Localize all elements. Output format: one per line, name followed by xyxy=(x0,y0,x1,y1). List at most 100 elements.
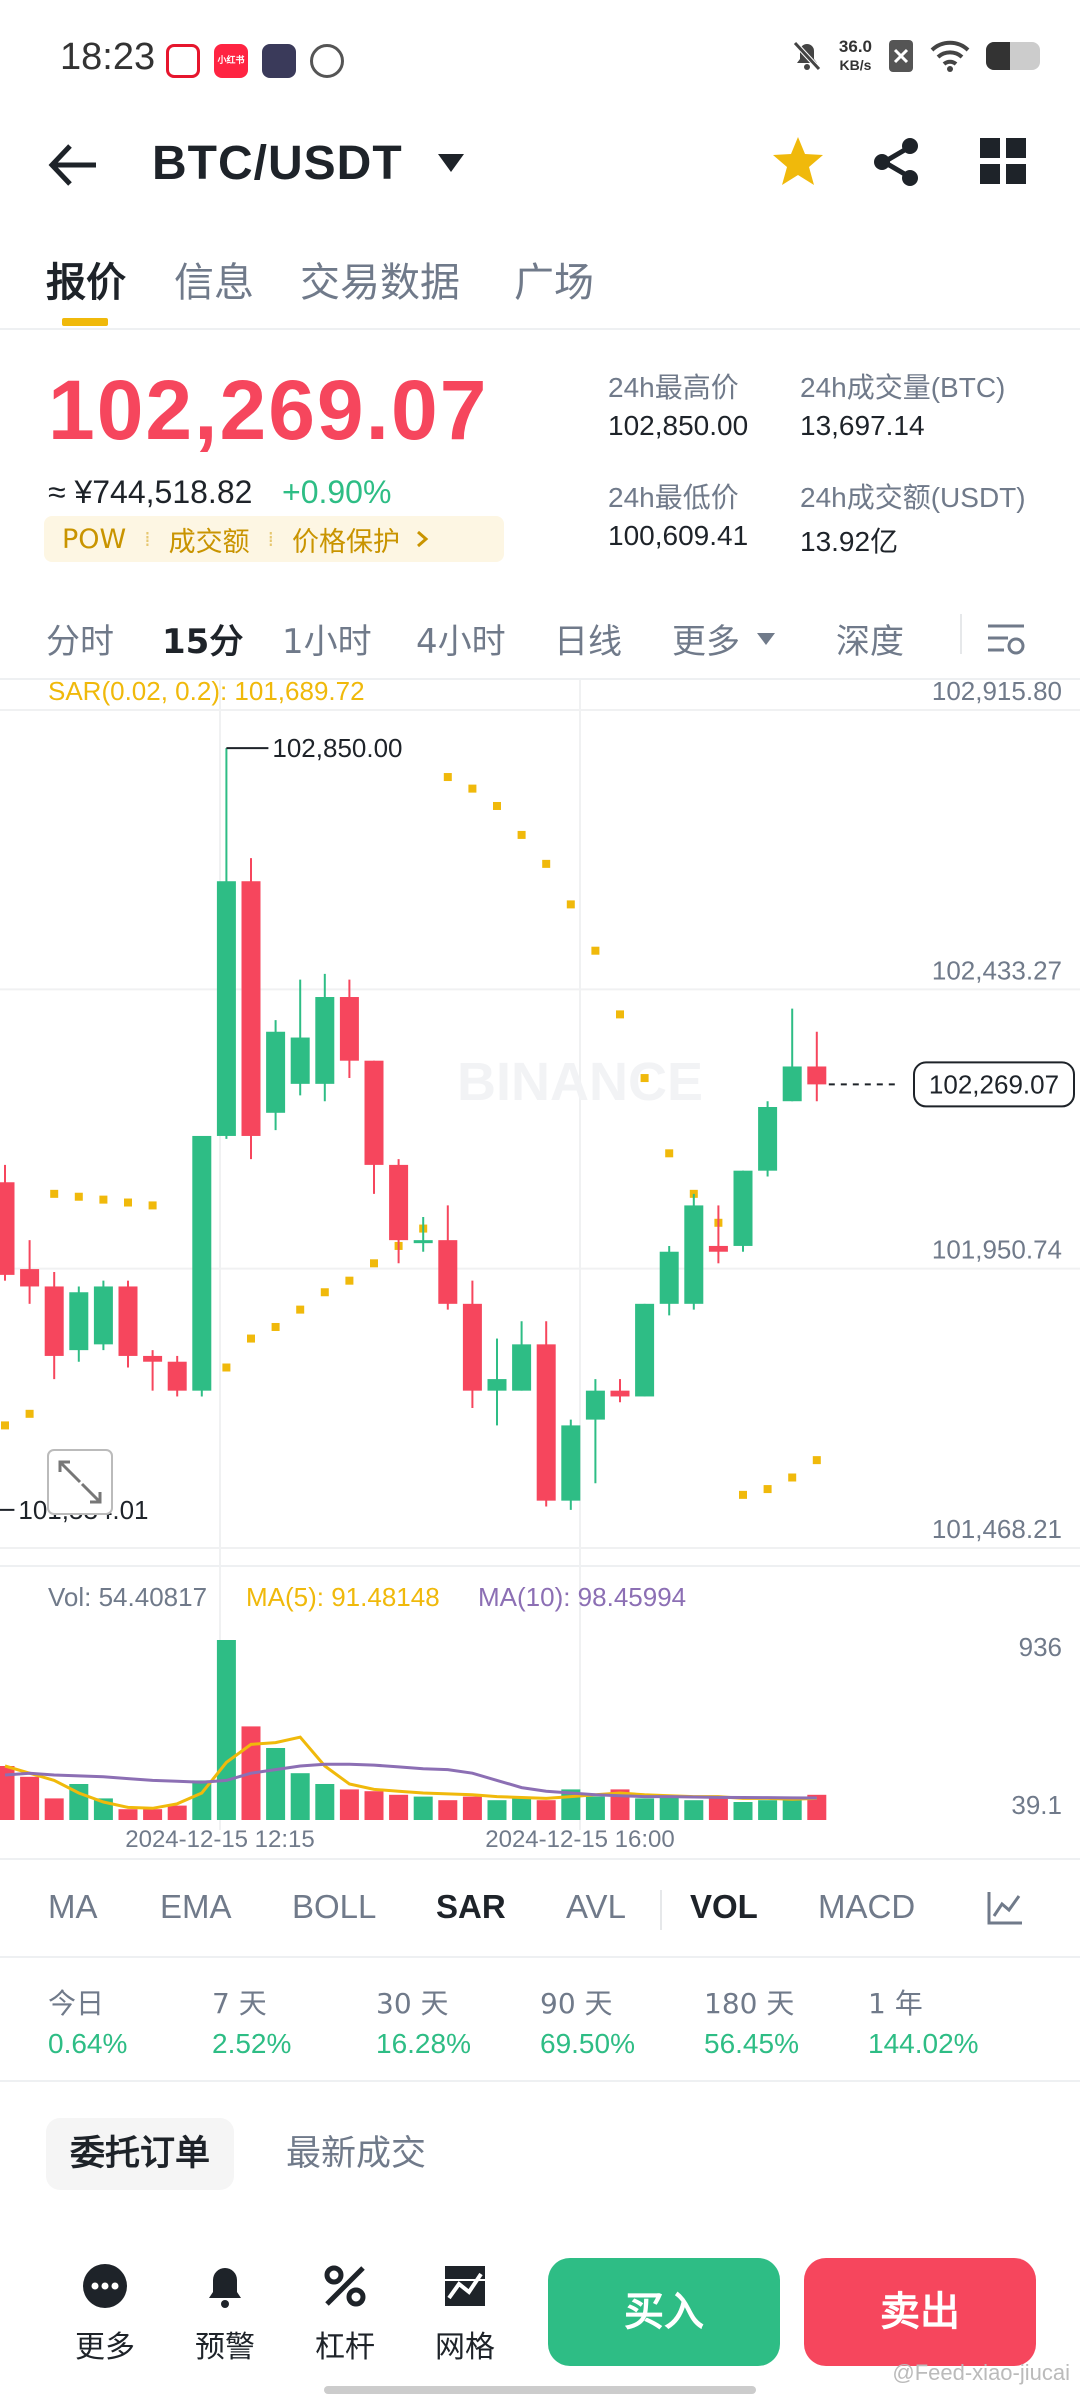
sar-dot xyxy=(640,1074,649,1083)
sar-dot xyxy=(247,1334,255,1343)
volume-bar xyxy=(585,1796,605,1820)
indicator-ema[interactable]: EMA xyxy=(160,1888,232,1925)
interval-4h[interactable]: 4小时 xyxy=(416,622,506,662)
kline-chart[interactable]: 102,915.80 102,433.27 101,950.74 101,468.21… xyxy=(0,680,1080,1858)
tab-open-orders[interactable]: 委托订单 xyxy=(46,2118,235,2190)
stat-turnover-label: 24h成交额(USDT) xyxy=(800,482,1026,513)
pair-title[interactable]: BTC/USDT xyxy=(152,137,403,190)
indicator-boll[interactable]: BOLL xyxy=(292,1888,377,1925)
grid-trading-button[interactable]: 网格 xyxy=(420,2262,510,2366)
tab-square[interactable]: 广场 xyxy=(514,260,594,306)
percent-icon xyxy=(324,2265,366,2307)
candle-body xyxy=(20,1269,40,1287)
sar-dot xyxy=(665,1149,674,1158)
indicator-avl[interactable]: AVL xyxy=(566,1888,626,1925)
status-bar: 18:23 小红书 36.0 KB/s xyxy=(0,0,1080,120)
volume-label: Vol: 54.40817 xyxy=(48,1582,207,1612)
candle-body xyxy=(733,1170,753,1246)
sar-dot xyxy=(124,1198,132,1207)
status-right: 36.0 KB/s xyxy=(791,38,1040,74)
volume-bar xyxy=(315,1784,335,1820)
net-speed-value: 36.0 xyxy=(838,37,872,56)
buy-button[interactable]: 买入 xyxy=(548,2258,780,2366)
sell-button[interactable]: 卖出 xyxy=(804,2258,1036,2366)
perf-7d-label: 7 天 xyxy=(212,1987,267,2020)
sar-dot xyxy=(542,859,551,868)
home-indicator[interactable] xyxy=(324,2386,756,2394)
candle-body xyxy=(118,1286,138,1356)
candle-body xyxy=(364,1060,384,1165)
candle-body xyxy=(315,997,335,1084)
interval-15m[interactable]: 15分 xyxy=(162,622,244,662)
k-app-icon xyxy=(262,44,296,78)
star-icon[interactable] xyxy=(770,134,826,190)
caret-down-icon[interactable] xyxy=(436,152,466,174)
perf-7d-value: 2.52% xyxy=(212,2028,292,2059)
main-tabs: 报价 信息 交易数据 广场 xyxy=(0,240,1080,330)
tag-price-protect[interactable]: 价格保护 xyxy=(291,526,400,558)
candle-body xyxy=(487,1379,507,1391)
interval-row: 分时 15分 1小时 4小时 日线 更多 深度 xyxy=(0,600,1080,680)
sar-dot xyxy=(1,1421,9,1430)
alert-button[interactable]: 预警 xyxy=(180,2262,270,2366)
indicator-settings-icon[interactable] xyxy=(986,1890,1024,1926)
perf-90d-label: 90 天 xyxy=(540,1987,613,2020)
interval-depth[interactable]: 深度 xyxy=(836,622,904,662)
volume-bars: Vol: 54.40817 MA(5): 91.48148 MA(10): 98.4… xyxy=(0,1582,1062,1853)
last-price-box xyxy=(913,1061,1075,1108)
expand-icon-stroke xyxy=(80,1482,102,1504)
candle-body xyxy=(143,1355,163,1362)
tag-row[interactable]: POW ⁞ 成交额 ⁞ 价格保护 xyxy=(44,516,504,562)
sar-dot xyxy=(493,801,501,810)
indicator-vol[interactable]: VOL xyxy=(690,1888,758,1925)
tag-pow[interactable]: POW xyxy=(62,523,127,555)
indicator-macd[interactable]: MACD xyxy=(818,1888,916,1925)
tab-info[interactable]: 信息 xyxy=(174,260,254,306)
chevron-right-icon xyxy=(416,530,429,548)
perf-180d-value: 56.45% xyxy=(704,2028,799,2059)
stat-low-label: 24h最低价 xyxy=(608,482,739,513)
tab-trading-data[interactable]: 交易数据 xyxy=(300,260,460,306)
last-price: 102,269.07 xyxy=(48,363,489,457)
interval-more[interactable]: 更多 xyxy=(672,622,740,662)
volume-bar xyxy=(413,1796,433,1820)
volume-bar xyxy=(167,1805,187,1820)
ma10-label: MA(10): 98.45994 xyxy=(478,1582,686,1612)
candle-body xyxy=(585,1390,605,1420)
tab-latest-trades[interactable]: 最新成交 xyxy=(286,2134,427,2174)
interval-daily[interactable]: 日线 xyxy=(554,622,622,662)
back-arrow-icon[interactable] xyxy=(48,142,98,188)
caret-down-icon[interactable] xyxy=(756,632,776,646)
share-icon[interactable] xyxy=(870,136,922,188)
indicator-ma[interactable]: MA xyxy=(48,1888,98,1925)
stat-turnover-value: 13.92亿 xyxy=(800,526,899,557)
y-tick-label: 102,433.27 xyxy=(932,955,1062,985)
volume-bar xyxy=(758,1800,778,1820)
interval-time-share[interactable]: 分时 xyxy=(46,622,114,662)
margin-button[interactable]: 杠杆 xyxy=(300,2262,390,2366)
chart-settings-icon[interactable] xyxy=(986,620,1026,660)
more-label: 更多 xyxy=(75,2330,135,2365)
tag-turnover[interactable]: 成交额 xyxy=(168,526,250,558)
sar-dot xyxy=(148,1201,157,1210)
interval-1h[interactable]: 1小时 xyxy=(282,622,372,662)
volume-bar xyxy=(462,1796,482,1820)
sar-dots xyxy=(1,773,821,1499)
more-button[interactable]: 更多 xyxy=(60,2262,150,2366)
price-cny: ≈ ¥744,518.82 xyxy=(48,474,253,510)
indicator-sar[interactable]: SAR xyxy=(436,1888,506,1925)
candle-body xyxy=(512,1344,532,1391)
volume-bar xyxy=(44,1798,64,1820)
candle-body xyxy=(167,1361,187,1391)
volume-bar xyxy=(536,1800,556,1820)
volume-bar xyxy=(290,1773,310,1820)
net-speed: 36.0 KB/s xyxy=(839,38,872,74)
sar-dot xyxy=(345,1276,354,1285)
grid-icon[interactable] xyxy=(980,138,1026,184)
xiaohongshu-app-label: 小红书 xyxy=(217,56,245,66)
sar-dot xyxy=(788,1473,797,1482)
status-time: 18:23 xyxy=(60,36,156,78)
sar-dot xyxy=(689,1189,698,1198)
tab-quote[interactable]: 报价 xyxy=(46,260,126,306)
perf-1y-label: 1 年 xyxy=(868,1987,923,2020)
